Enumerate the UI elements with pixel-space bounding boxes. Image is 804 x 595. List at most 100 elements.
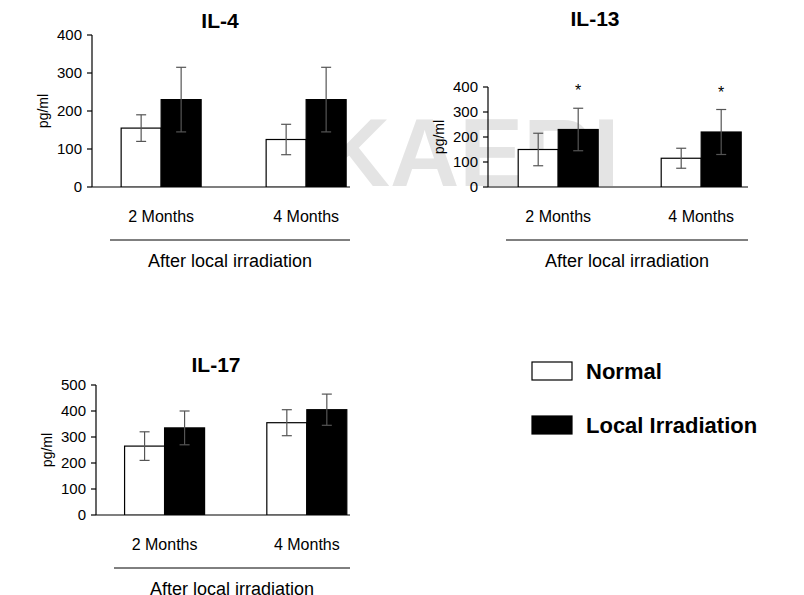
y-tick-label: 200 bbox=[57, 102, 82, 119]
bar bbox=[307, 410, 347, 515]
error-cap bbox=[180, 410, 190, 411]
error-cap bbox=[321, 131, 331, 132]
legend-label: Local Irradiation bbox=[586, 413, 757, 438]
y-tick bbox=[91, 436, 96, 437]
error-line bbox=[538, 133, 539, 166]
y-tick bbox=[483, 111, 488, 112]
error-cap bbox=[140, 431, 150, 432]
error-bar bbox=[180, 411, 190, 445]
y-tick bbox=[87, 34, 92, 35]
error-cap bbox=[573, 150, 583, 151]
error-bar bbox=[716, 110, 726, 155]
error-bar bbox=[676, 148, 686, 168]
error-bar bbox=[321, 67, 331, 132]
y-tick bbox=[483, 161, 488, 162]
error-cap bbox=[282, 409, 292, 410]
error-cap bbox=[716, 154, 726, 155]
x-label: After local irradiation bbox=[150, 579, 314, 595]
y-tick-label: 300 bbox=[453, 103, 478, 120]
bars bbox=[121, 67, 346, 187]
y-tick-label: 200 bbox=[453, 128, 478, 145]
y-tick-label: 500 bbox=[61, 376, 86, 393]
x-tick-label: 2 Months bbox=[128, 208, 194, 225]
bar bbox=[267, 423, 307, 515]
annotation: * bbox=[718, 84, 724, 101]
legend: NormalLocal Irradiation bbox=[532, 359, 757, 438]
title: IL-4 bbox=[201, 9, 239, 32]
annotation: * bbox=[575, 82, 581, 99]
error-bar bbox=[140, 432, 150, 461]
y-tick bbox=[87, 72, 92, 73]
error-bar bbox=[281, 124, 291, 154]
x-bracket bbox=[110, 240, 350, 241]
error-line bbox=[326, 394, 327, 425]
x-tick-label: 4 Months bbox=[274, 536, 340, 553]
error-cap bbox=[322, 425, 332, 426]
error-bar bbox=[533, 133, 543, 166]
error-cap bbox=[321, 67, 331, 68]
y-tick-label: 100 bbox=[61, 480, 86, 497]
error-line bbox=[578, 108, 579, 151]
watermark: KAERI bbox=[321, 99, 620, 206]
error-bar bbox=[176, 67, 186, 132]
error-cap bbox=[716, 109, 726, 110]
error-line bbox=[286, 410, 287, 436]
error-line bbox=[326, 67, 327, 132]
y-tick bbox=[91, 488, 96, 489]
x-label: After local irradiation bbox=[545, 251, 709, 271]
y-label: pg/ml bbox=[35, 94, 51, 128]
y-tick bbox=[483, 136, 488, 137]
y-tick-label: 0 bbox=[74, 178, 82, 195]
y-tick-label: 100 bbox=[453, 153, 478, 170]
y-tick-label: 0 bbox=[470, 178, 478, 195]
x-tick-label: 4 Months bbox=[668, 208, 734, 225]
error-cap bbox=[676, 168, 686, 169]
y-tick bbox=[483, 186, 488, 187]
title: IL-13 bbox=[570, 7, 619, 30]
error-cap bbox=[180, 444, 190, 445]
y-axis bbox=[95, 385, 96, 515]
error-cap bbox=[176, 131, 186, 132]
x-bracket bbox=[114, 568, 350, 569]
error-cap bbox=[281, 124, 291, 125]
y-tick-label: 400 bbox=[57, 26, 82, 43]
legend-swatch bbox=[532, 416, 572, 434]
x-label: After local irradiation bbox=[148, 251, 312, 271]
error-cap bbox=[322, 394, 332, 395]
bars bbox=[518, 108, 741, 187]
error-cap bbox=[533, 165, 543, 166]
x-tick-label: 2 Months bbox=[525, 208, 591, 225]
y-tick-label: 0 bbox=[78, 506, 86, 523]
y-tick-label: 100 bbox=[57, 140, 82, 157]
y-tick bbox=[91, 462, 96, 463]
panel: IL-170100200300400500pg/ml2 Months4 Mont… bbox=[39, 353, 350, 595]
bars bbox=[125, 394, 347, 515]
labels: 2 Months 4 Months bbox=[132, 536, 340, 553]
y-tick bbox=[87, 148, 92, 149]
labels: 2 Months 4 Months bbox=[128, 208, 339, 225]
labels: 2 Months * 4 Months * bbox=[525, 82, 734, 225]
figure: KAERI IL-4 0 100 200 300 400 pg/ml 2 Months 4 Mon… bbox=[0, 0, 804, 595]
y-tick bbox=[91, 514, 96, 515]
x-tick-label: 4 Months bbox=[273, 208, 339, 225]
error-bar bbox=[573, 108, 583, 151]
x-bracket bbox=[506, 240, 748, 241]
error-cap bbox=[136, 114, 146, 115]
y-tick-label: 300 bbox=[61, 428, 86, 445]
y-tick bbox=[91, 410, 96, 411]
error-line bbox=[141, 115, 142, 142]
error-line bbox=[181, 67, 182, 132]
error-cap bbox=[136, 141, 146, 142]
error-line bbox=[681, 148, 682, 168]
y-tick bbox=[91, 384, 96, 385]
y-tick bbox=[87, 110, 92, 111]
x-tick-label: 2 Months bbox=[132, 536, 198, 553]
y-tick bbox=[87, 186, 92, 187]
error-line bbox=[144, 432, 145, 461]
error-line bbox=[721, 110, 722, 155]
error-cap bbox=[533, 133, 543, 134]
error-cap bbox=[573, 108, 583, 109]
legend-swatch bbox=[532, 362, 572, 380]
y-tick-label: 400 bbox=[61, 402, 86, 419]
error-cap bbox=[140, 460, 150, 461]
